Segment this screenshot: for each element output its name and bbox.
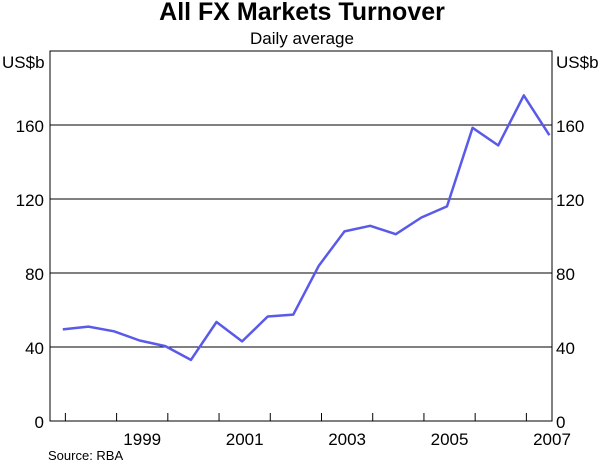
y-tick-left-80: 80 — [25, 265, 44, 284]
right-unit-label: US$b — [556, 53, 599, 72]
x-tick-label-2001: 2001 — [226, 430, 264, 449]
y-tick-left-160: 160 — [16, 117, 44, 136]
x-tick-label-2007: 2007 — [533, 430, 571, 449]
x-tick-label-2005: 2005 — [431, 430, 469, 449]
x-tick-label-2003: 2003 — [328, 430, 366, 449]
gridlines — [50, 124, 552, 348]
y-tick-right-40: 40 — [556, 339, 575, 358]
x-axis-ticks: 1999 2001 2003 2005 2007 — [64, 413, 571, 449]
series-layer — [62, 94, 551, 362]
y-tick-left-0: 0 — [35, 413, 44, 432]
y-axis-ticks: 0 0 40 40 80 80 120 120 160 160 — [16, 117, 585, 432]
y-tick-left-40: 40 — [25, 339, 44, 358]
y-tick-right-0: 0 — [556, 413, 565, 432]
y-tick-left-120: 120 — [16, 191, 44, 210]
plot-frame — [49, 50, 553, 422]
y-tick-right-80: 80 — [556, 265, 575, 284]
chart-subtitle: Daily average — [250, 29, 354, 48]
series-line-0 — [62, 94, 551, 362]
y-tick-right-160: 160 — [556, 117, 584, 136]
left-unit-label: US$b — [2, 53, 45, 72]
source-note: Source: RBA — [48, 448, 123, 463]
x-tick-label-1999: 1999 — [123, 430, 161, 449]
chart-title: All FX Markets Turnover — [159, 0, 445, 26]
y-tick-right-120: 120 — [556, 191, 584, 210]
